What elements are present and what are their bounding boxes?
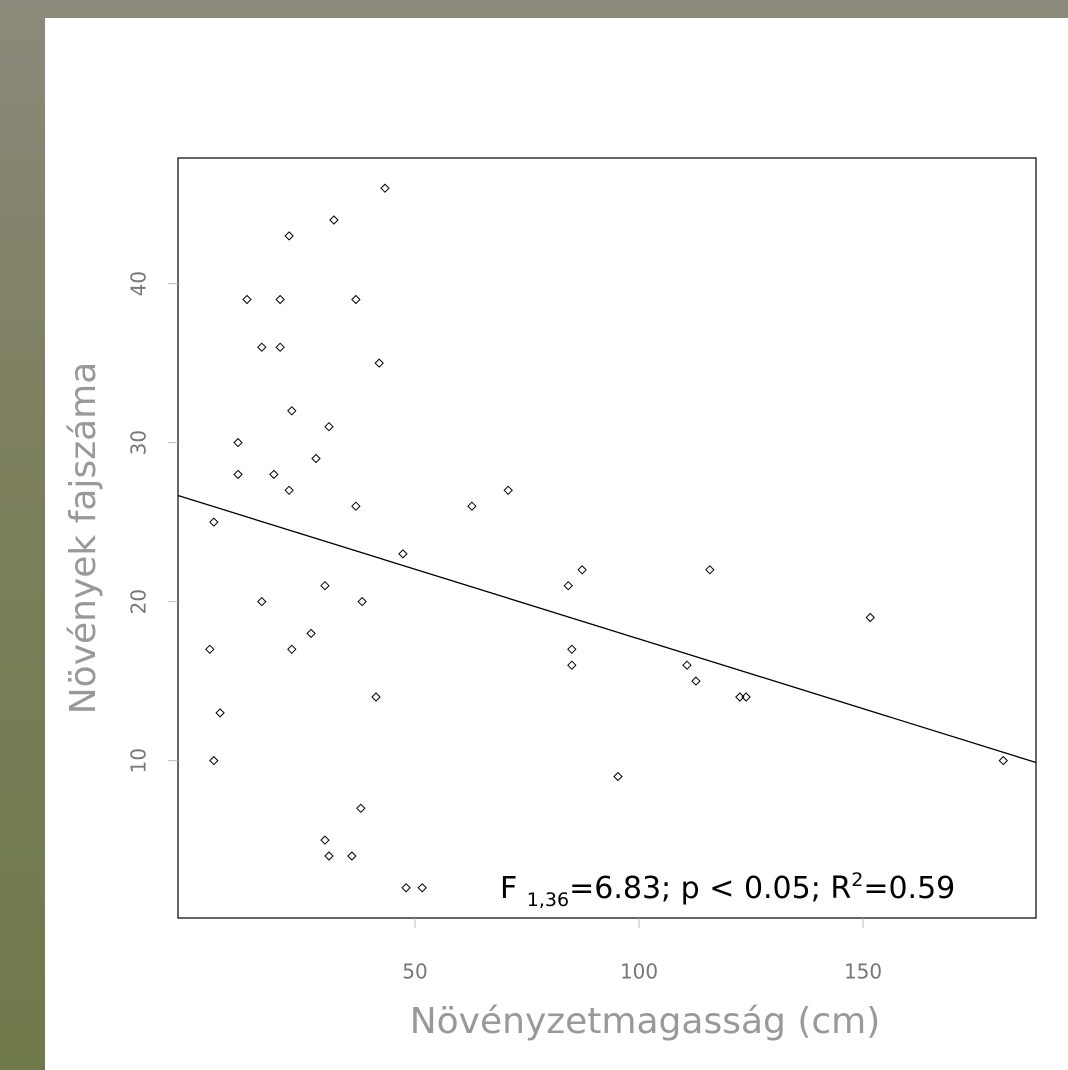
point: [242, 294, 252, 305]
x-tick-label: 150: [844, 960, 882, 984]
point: [284, 485, 294, 496]
point: [682, 660, 692, 670]
point: [351, 501, 361, 511]
point: [306, 628, 316, 639]
point: [324, 851, 334, 861]
point: [691, 676, 701, 686]
annotation-part: F: [500, 871, 527, 906]
point: [380, 183, 390, 193]
point: [269, 469, 279, 480]
point: [351, 294, 361, 305]
annotation-superscript: 2: [851, 869, 863, 891]
point: [257, 596, 267, 607]
point: [311, 453, 321, 464]
point: [467, 501, 477, 511]
point: [371, 692, 381, 702]
point: [998, 755, 1008, 766]
y-tick-label: 20: [127, 589, 151, 614]
y-tick-label: 10: [127, 748, 151, 773]
regression-line: [177, 494, 1037, 764]
point: [209, 755, 219, 766]
marks: 50 100 150 10 20 30 40: [127, 183, 1037, 984]
point: [417, 883, 427, 893]
point: [705, 565, 715, 575]
annotation-subscript: 1,36: [527, 889, 569, 911]
point: [205, 644, 215, 655]
point: [275, 342, 285, 352]
point: [233, 469, 243, 480]
point: [398, 549, 408, 559]
point: [577, 565, 587, 575]
point: [741, 692, 751, 702]
point: [329, 215, 339, 225]
annotation-part: =6.83; p < 0.05; R: [569, 871, 851, 906]
annotation-box: [495, 866, 1030, 910]
x-tick-label: 100: [620, 960, 658, 984]
point: [567, 644, 577, 655]
point: [357, 596, 367, 607]
point: [233, 437, 243, 448]
point: [320, 580, 330, 591]
point: [287, 406, 297, 416]
point: [324, 421, 334, 432]
point: [347, 851, 357, 861]
point: [865, 612, 875, 623]
point: [356, 803, 366, 814]
y-tick-label: 40: [127, 271, 151, 296]
point: [374, 358, 384, 368]
point: [275, 294, 285, 305]
point: [735, 692, 745, 702]
point: [320, 835, 330, 845]
point: [257, 342, 267, 352]
annotation: F 1,36=6.83; p < 0.05; R2=0.59: [500, 869, 955, 911]
point: [613, 771, 623, 782]
panel: [45, 18, 1068, 1070]
y-axis-label: Növények fajszáma: [63, 362, 104, 715]
point: [215, 708, 225, 718]
point: [503, 485, 513, 496]
x-tick-label: 50: [402, 960, 427, 984]
plot-box: [177, 157, 1037, 919]
x-axis-label: Növényzetmagasság (cm): [410, 1001, 881, 1042]
point: [563, 580, 573, 591]
point: [567, 660, 577, 670]
point: [287, 644, 297, 655]
y-tick-label: 30: [127, 430, 151, 455]
point: [284, 231, 294, 241]
point: [401, 883, 411, 893]
point: [209, 517, 219, 527]
annotation-part: =0.59: [863, 871, 955, 906]
